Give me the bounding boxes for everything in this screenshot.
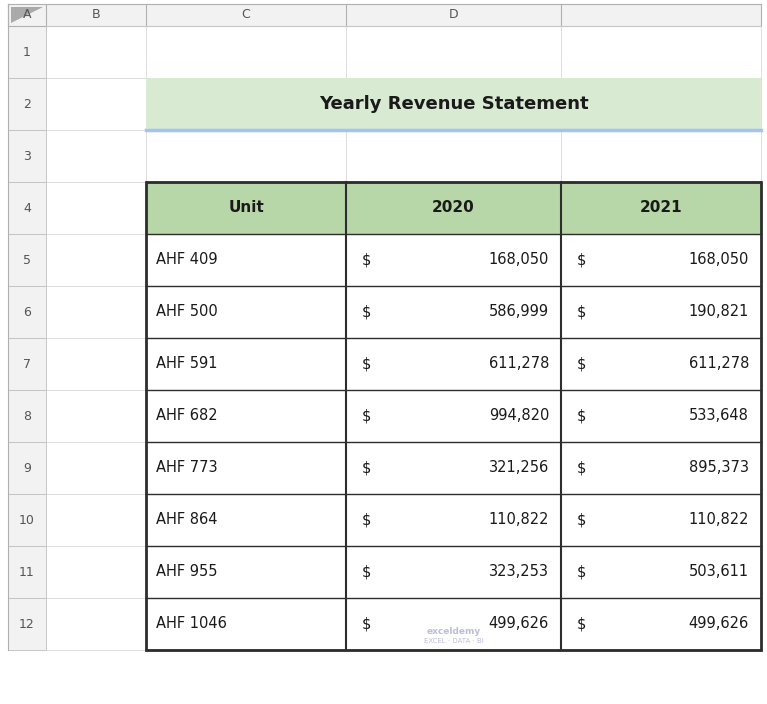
Text: 168,050: 168,050 [689, 253, 749, 268]
Text: $: $ [577, 460, 587, 475]
Text: AHF 864: AHF 864 [156, 513, 218, 527]
Text: B: B [92, 8, 100, 22]
Text: Yearly Revenue Statement: Yearly Revenue Statement [318, 95, 588, 113]
Text: 3: 3 [23, 149, 31, 163]
Text: AHF 955: AHF 955 [156, 565, 218, 579]
Polygon shape [11, 7, 43, 23]
Text: 7: 7 [23, 358, 31, 370]
Text: 110,822: 110,822 [489, 513, 549, 527]
Text: 190,821: 190,821 [689, 305, 749, 320]
Text: 2021: 2021 [640, 201, 683, 215]
Text: 12: 12 [19, 617, 35, 631]
Text: 611,278: 611,278 [489, 356, 549, 372]
Bar [8, 26, 46, 650]
Text: 6: 6 [23, 306, 31, 318]
Text: AHF 500: AHF 500 [156, 305, 218, 320]
Text: 1: 1 [23, 46, 31, 58]
Text: $: $ [577, 513, 587, 527]
Text: 2: 2 [23, 97, 31, 111]
Text: AHF 1046: AHF 1046 [156, 617, 227, 631]
Text: $: $ [362, 356, 371, 372]
Text: $: $ [362, 565, 371, 579]
Text: AHF 409: AHF 409 [156, 253, 218, 268]
Text: EXCEL · DATA · BI: EXCEL · DATA · BI [423, 638, 483, 644]
Text: A: A [23, 8, 31, 22]
Text: 5: 5 [23, 253, 31, 267]
Bar [146, 78, 761, 130]
Text: 499,626: 499,626 [689, 617, 749, 631]
Text: $: $ [362, 305, 371, 320]
Text: 611,278: 611,278 [689, 356, 749, 372]
Bar [46, 26, 761, 650]
Text: 9: 9 [23, 462, 31, 474]
Text: 499,626: 499,626 [489, 617, 549, 631]
Text: Unit: Unit [228, 201, 264, 215]
Bar [146, 182, 761, 234]
Text: 8: 8 [23, 410, 31, 422]
Text: C: C [242, 8, 250, 22]
Text: $: $ [577, 408, 587, 424]
Text: 533,648: 533,648 [689, 408, 749, 424]
Bar [146, 182, 761, 650]
Bar [146, 182, 761, 650]
Text: 168,050: 168,050 [489, 253, 549, 268]
Text: D: D [449, 8, 459, 22]
Text: $: $ [577, 617, 587, 631]
Text: $: $ [362, 513, 371, 527]
Text: 11: 11 [19, 565, 35, 579]
Text: $: $ [577, 356, 587, 372]
Text: 110,822: 110,822 [689, 513, 749, 527]
Text: AHF 591: AHF 591 [156, 356, 218, 372]
Text: AHF 773: AHF 773 [156, 460, 218, 475]
Text: 321,256: 321,256 [489, 460, 549, 475]
Text: 895,373: 895,373 [689, 460, 749, 475]
Text: AHF 682: AHF 682 [156, 408, 218, 424]
Text: 2020: 2020 [432, 201, 475, 215]
Text: 503,611: 503,611 [689, 565, 749, 579]
Text: 994,820: 994,820 [489, 408, 549, 424]
Text: 10: 10 [19, 513, 35, 527]
Text: $: $ [577, 253, 587, 268]
Text: $: $ [362, 408, 371, 424]
Bar [8, 4, 761, 26]
Text: $: $ [362, 253, 371, 268]
Text: 4: 4 [23, 201, 31, 215]
Text: exceldemy: exceldemy [426, 627, 481, 636]
Text: $: $ [362, 617, 371, 631]
Text: 323,253: 323,253 [489, 565, 549, 579]
Text: 586,999: 586,999 [489, 305, 549, 320]
Text: $: $ [577, 565, 587, 579]
Text: $: $ [362, 460, 371, 475]
Text: $: $ [577, 305, 587, 320]
